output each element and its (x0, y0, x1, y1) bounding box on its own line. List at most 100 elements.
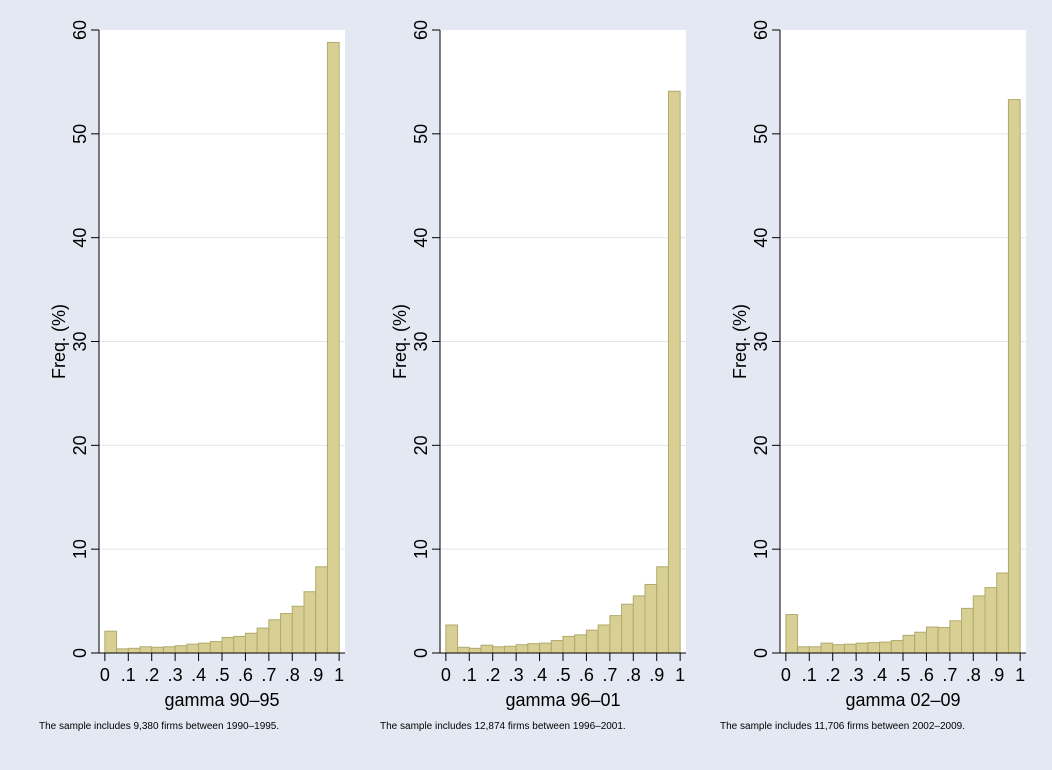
x-tick-label: .8 (966, 665, 981, 685)
histogram-bar (174, 645, 188, 654)
histogram-bar (914, 631, 927, 654)
histogram-bar (785, 614, 799, 654)
y-tick-label: 50 (751, 124, 771, 144)
y-axis-title: Freq. (%) (390, 304, 410, 379)
x-tick-label: .6 (238, 665, 253, 685)
y-tick-label: 10 (70, 539, 90, 559)
histogram-bar (515, 644, 529, 654)
x-tick-label: .9 (989, 665, 1004, 685)
histogram-bar (808, 646, 822, 654)
histogram-bar (104, 630, 118, 654)
histogram-bar (867, 642, 881, 654)
x-tick-label: .9 (649, 665, 664, 685)
histogram-bar (268, 619, 282, 654)
histogram-bar (890, 640, 904, 654)
y-tick-label: 0 (411, 648, 431, 658)
y-tick-label: 0 (70, 648, 90, 658)
histogram-bar (539, 642, 552, 654)
histogram-bar (480, 644, 494, 654)
x-tick-label: .4 (872, 665, 887, 685)
x-tick-label: .9 (308, 665, 323, 685)
histogram-bar (820, 642, 834, 654)
x-tick-label: .3 (849, 665, 864, 685)
histogram-panel: 0 10 20 30 40 50 60 0 .1 .2 .3 .4 .5 .6 .7 .8 .9 1 Freq. (… (720, 20, 1026, 732)
histogram-bar (585, 629, 599, 654)
x-tick-label: .1 (802, 665, 817, 685)
x-axis-title: gamma 96–01 (505, 690, 620, 710)
histogram-bar (656, 566, 669, 654)
sample-note: The sample includes 9,380 firms between … (39, 721, 279, 732)
histogram-bar (244, 632, 258, 654)
histogram-bar (209, 641, 223, 654)
y-tick-label: 40 (411, 228, 431, 248)
histogram-bar (937, 627, 951, 654)
y-tick-label: 60 (411, 20, 431, 40)
x-tick-label: 0 (781, 665, 791, 685)
x-tick-label: 1 (334, 665, 344, 685)
y-tick-label: 30 (70, 331, 90, 351)
y-tick-label: 10 (751, 539, 771, 559)
histogram-bar (961, 607, 974, 654)
y-tick-label: 30 (751, 331, 771, 351)
histogram-bar (280, 613, 293, 654)
x-tick-label: .2 (485, 665, 500, 685)
histogram-bar (972, 595, 986, 654)
histogram-bar (550, 640, 564, 654)
sample-note: The sample includes 11,706 firms between… (720, 721, 965, 732)
histogram-bar (855, 642, 869, 654)
histogram-panel: 0 10 20 30 40 50 60 0 .1 .2 .3 .4 .5 .6 .7 .8 .9 1 Freq. (… (39, 20, 345, 732)
histogram-bar (303, 591, 317, 654)
histogram-bar (326, 41, 340, 654)
histogram-bar (574, 634, 587, 654)
histogram-bar (315, 566, 328, 654)
x-tick-label: 0 (100, 665, 110, 685)
y-tick-label: 20 (411, 435, 431, 455)
x-tick-label: .1 (462, 665, 477, 685)
x-tick-label: .6 (579, 665, 594, 685)
histogram-bar (186, 643, 200, 654)
histogram-bar (527, 643, 541, 654)
x-tick-label: 1 (1015, 665, 1025, 685)
histogram-bar (468, 647, 482, 654)
x-tick-label: .8 (285, 665, 300, 685)
histogram-bar (984, 587, 998, 654)
x-tick-label: .5 (895, 665, 910, 685)
histogram-bar (151, 646, 164, 654)
y-tick-label: 20 (70, 435, 90, 455)
y-axis-title: Freq. (%) (730, 304, 750, 379)
histogram-bar (198, 642, 211, 654)
x-tick-label: .2 (144, 665, 159, 685)
histogram-bar (879, 641, 892, 654)
sample-note: The sample includes 12,874 firms between… (380, 721, 626, 732)
histogram-bar (221, 636, 235, 654)
y-tick-label: 10 (411, 539, 431, 559)
histogram-bar (632, 595, 646, 654)
histogram-bar (667, 90, 681, 654)
x-tick-label: .7 (261, 665, 276, 685)
histogram-bar (233, 635, 246, 654)
x-tick-label: .4 (191, 665, 206, 685)
histogram-bar (562, 635, 576, 654)
y-tick-label: 20 (751, 435, 771, 455)
histogram-bar (139, 646, 153, 654)
histogram-bar (256, 627, 270, 654)
histogram-bar (949, 620, 963, 654)
histogram-bar (925, 626, 939, 654)
histogram-bar (116, 648, 129, 654)
y-tick-label: 30 (411, 331, 431, 351)
y-tick-label: 0 (751, 648, 771, 658)
x-tick-label: .3 (168, 665, 183, 685)
x-tick-label: .2 (825, 665, 840, 685)
histogram-bar (503, 645, 517, 654)
x-tick-label: 1 (675, 665, 685, 685)
y-tick-label: 40 (751, 228, 771, 248)
histogram-bar (644, 583, 658, 654)
histogram-bar (609, 615, 623, 654)
y-tick-label: 40 (70, 228, 90, 248)
histogram-bar (843, 643, 857, 654)
y-tick-label: 60 (751, 20, 771, 40)
histogram-bar (457, 646, 470, 654)
x-tick-label: .7 (942, 665, 957, 685)
x-tick-label: .6 (919, 665, 934, 685)
